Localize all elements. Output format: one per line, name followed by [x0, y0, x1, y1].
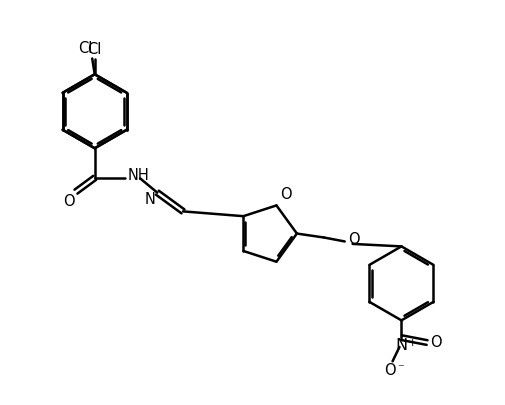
Text: O: O [430, 335, 441, 350]
Text: N: N [144, 192, 155, 207]
Text: O: O [347, 232, 359, 247]
Text: Cl: Cl [87, 42, 102, 57]
Text: Cl: Cl [77, 41, 92, 56]
Text: O: O [280, 188, 291, 202]
Text: N: N [394, 338, 407, 353]
Text: ⁻: ⁻ [397, 362, 403, 375]
Text: NH: NH [127, 168, 148, 183]
Text: +: + [407, 338, 417, 348]
Text: O: O [383, 363, 394, 378]
Text: O: O [63, 194, 75, 209]
